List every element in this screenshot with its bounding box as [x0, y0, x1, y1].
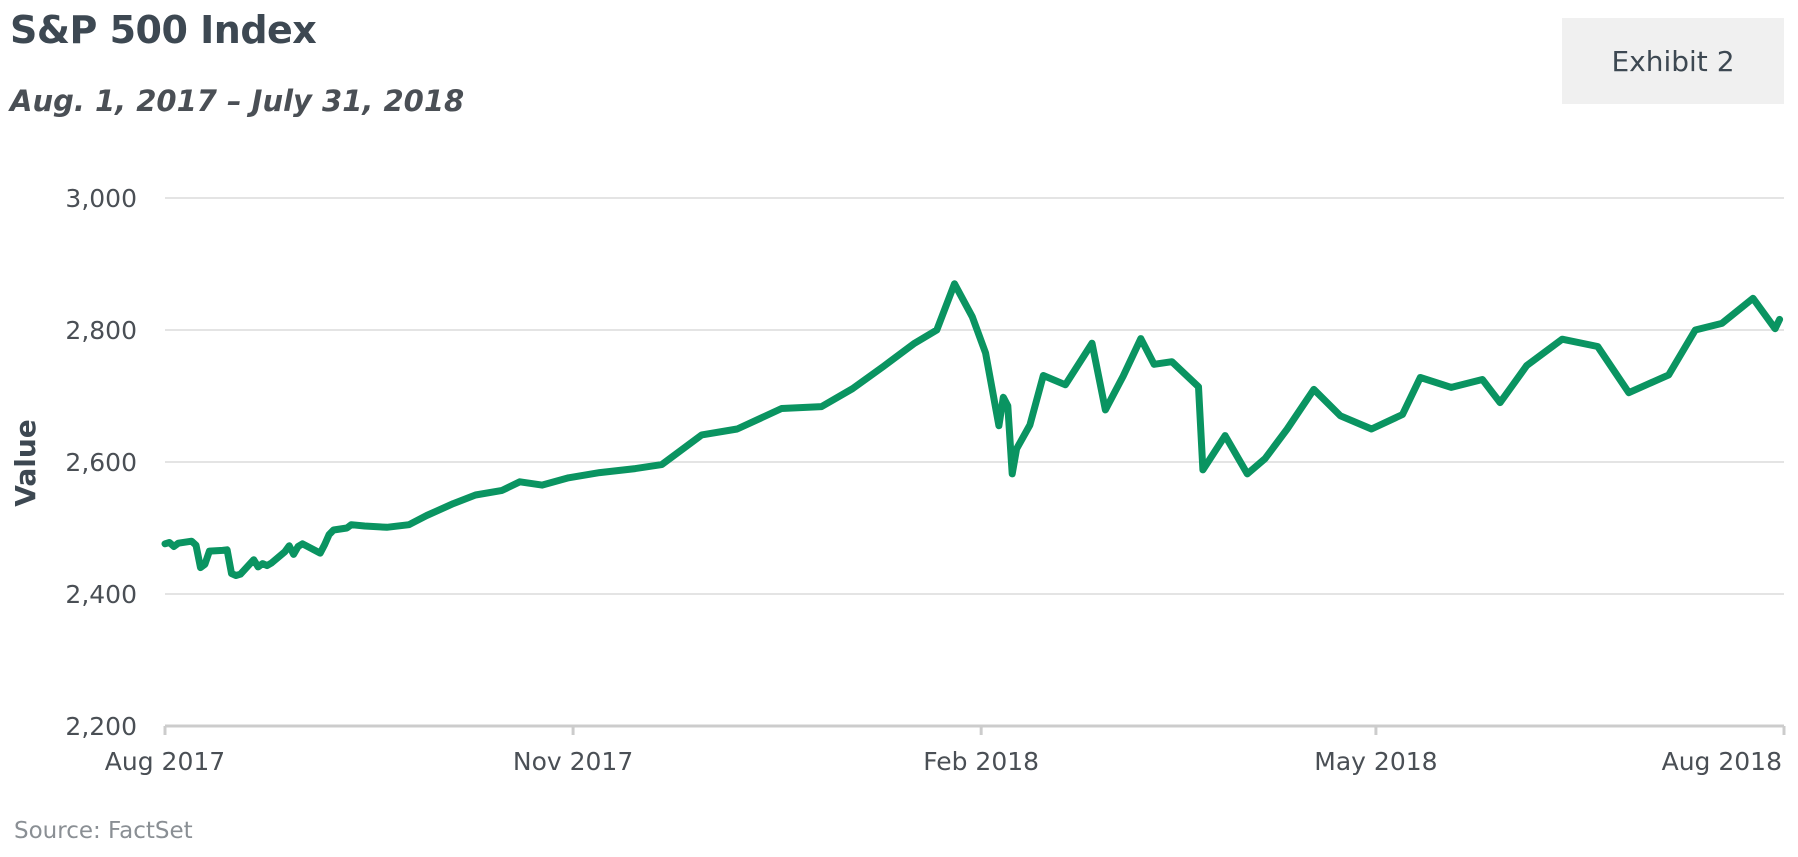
x-tick-label: Nov 2017 [513, 747, 633, 776]
x-axis: Aug 2017 Nov 2017 Feb 2018 May 2018 Aug 2018 [105, 724, 1786, 776]
grid-lines [165, 197, 1784, 595]
x-tick-label: May 2018 [1314, 747, 1437, 776]
y-axis-ticks: 2,200 2,400 2,600 2,800 3,000 [65, 184, 137, 741]
x-tick-label: Aug 2018 [1662, 747, 1782, 776]
y-tick-label: 2,200 [65, 712, 137, 741]
y-tick-label: 2,600 [65, 448, 137, 477]
chart-subtitle: Aug. 1, 2017 – July 31, 2018 [10, 84, 465, 118]
chart-title: S&P 500 Index [10, 8, 317, 52]
y-tick-label: 3,000 [65, 184, 137, 213]
x-tick-label: Aug 2017 [105, 747, 225, 776]
series-group [161, 280, 1784, 579]
y-axis-label: Value [9, 419, 42, 507]
y-tick-label: 2,400 [65, 580, 137, 609]
x-tick-label: Feb 2018 [923, 747, 1039, 776]
source-note: Source: FactSet [14, 818, 193, 844]
series-line [161, 280, 1784, 579]
y-tick-label: 2,800 [65, 316, 137, 345]
exhibit-badge: Exhibit 2 [1562, 18, 1784, 104]
